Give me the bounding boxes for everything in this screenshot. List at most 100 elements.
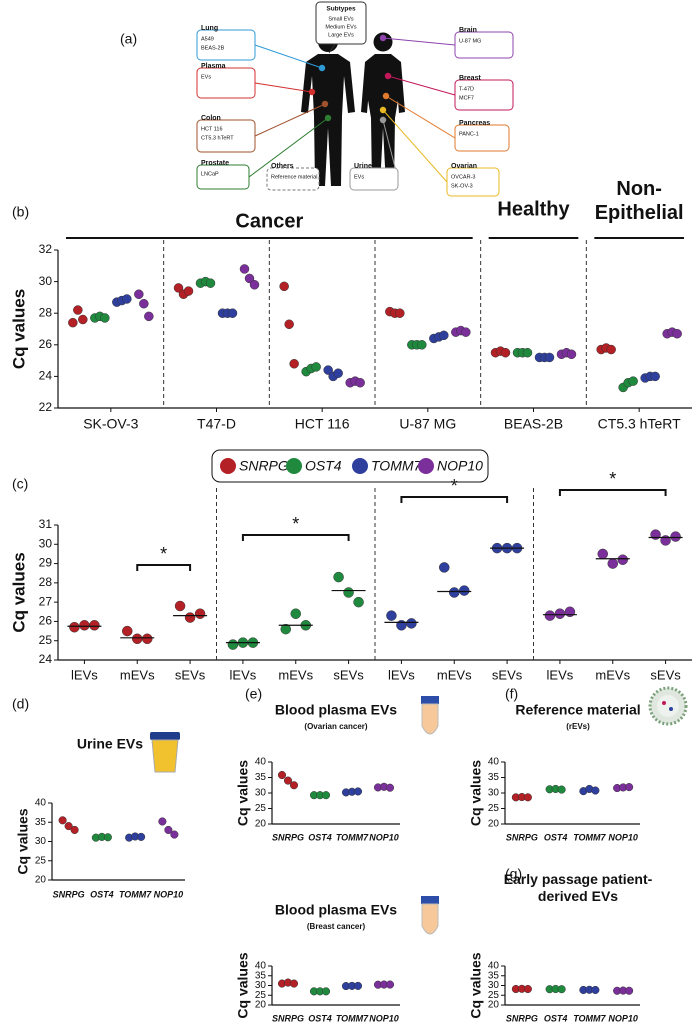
data-point <box>100 313 110 323</box>
data-point <box>137 832 146 841</box>
site-box <box>349 167 399 191</box>
chart-title: Blood plasma EVs <box>275 902 397 918</box>
significance-label: * <box>292 514 299 534</box>
x-tick-label: TOMM7 <box>336 832 369 842</box>
significance-label: * <box>160 544 167 564</box>
x-tick-label: TOMM7 <box>573 832 606 842</box>
data-point <box>174 600 186 612</box>
y-tick-label: 32 <box>39 242 53 256</box>
significance-bracket <box>241 534 350 541</box>
organ-dot <box>324 114 332 122</box>
data-point <box>566 349 577 360</box>
data-point <box>58 816 67 825</box>
data-point <box>311 362 321 372</box>
y-tick-label: 30 <box>488 788 500 799</box>
chart-subtitle: (rEVs) <box>566 722 590 731</box>
data-point <box>591 786 600 795</box>
x-tick-label: NOP10 <box>369 832 399 842</box>
legend-label: SNRPG <box>239 458 289 474</box>
y-tick-label: 26 <box>39 337 53 351</box>
site-item: T-47D <box>459 86 474 92</box>
y-tick-label: 25 <box>35 855 47 866</box>
data-point <box>353 981 363 990</box>
y-tick-label: 30 <box>488 980 500 991</box>
data-point <box>183 286 194 296</box>
data-point <box>78 314 88 325</box>
x-tick-label: NOP10 <box>608 1013 638 1023</box>
y-tick-label: 25 <box>39 633 53 647</box>
x-tick-label: SK-OV-3 <box>83 416 138 432</box>
group-label: Non-Epithelial <box>594 178 684 224</box>
data-point <box>284 319 294 330</box>
subtypes-box <box>315 1 367 45</box>
x-tick-label: OST4 <box>544 1013 568 1023</box>
y-tick-label: 30 <box>255 788 267 799</box>
data-point <box>353 787 363 796</box>
site-box <box>196 164 250 190</box>
data-point <box>164 825 173 835</box>
y-tick-label: 40 <box>255 961 267 972</box>
x-tick-label: OST4 <box>308 832 332 842</box>
x-tick-label: NOP10 <box>154 889 184 899</box>
connector <box>382 37 456 46</box>
data-point <box>617 554 628 565</box>
site-item: OVCAR-3 <box>451 174 475 180</box>
x-tick-label: TOMM7 <box>336 1013 369 1023</box>
data-point <box>660 535 671 546</box>
data-point <box>122 294 132 304</box>
y-axis-label: Cq values <box>235 760 251 826</box>
x-tick-label: mEVs <box>595 667 630 682</box>
subtype-item: Large EVs <box>328 32 354 38</box>
chart-title: Blood plasma EVs <box>275 702 397 718</box>
connector <box>387 75 456 96</box>
data-point <box>557 785 566 794</box>
x-tick-label: CT5.3 hTeRT <box>598 416 681 432</box>
panel-label: (c) <box>12 476 28 492</box>
site-item: U-87 MG <box>459 38 481 44</box>
x-tick-label: OST4 <box>90 889 114 899</box>
group-label: Cancer <box>235 210 303 232</box>
site-title: Urine <box>354 163 372 170</box>
legend-label: OST4 <box>305 458 342 474</box>
data-point <box>333 571 344 583</box>
data-point <box>449 587 460 598</box>
site-title: Prostate <box>201 160 229 167</box>
site-box <box>454 79 514 111</box>
legend-swatch <box>418 458 434 474</box>
y-tick-label: 29 <box>39 556 53 570</box>
site-title: Pancreas <box>459 120 490 127</box>
group-label: Healthy <box>497 198 570 220</box>
data-point <box>597 548 608 560</box>
data-point <box>343 587 354 598</box>
y-tick-label: 28 <box>39 575 53 589</box>
data-point <box>69 621 80 633</box>
y-tick-label: 30 <box>39 274 53 288</box>
y-tick-label: 35 <box>488 772 500 783</box>
y-tick-label: 25 <box>255 990 267 1001</box>
data-point <box>544 352 555 363</box>
y-tick-label: 28 <box>39 305 53 319</box>
x-tick-label: U-87 MG <box>399 416 456 432</box>
data-point <box>289 979 299 988</box>
panel-label: (e) <box>245 686 262 702</box>
y-tick-label: 40 <box>488 757 500 768</box>
y-tick-label: 20 <box>255 819 267 830</box>
significance-label: * <box>609 469 616 489</box>
data-point <box>333 368 343 378</box>
connector <box>254 82 313 93</box>
y-tick-label: 40 <box>255 757 267 768</box>
x-tick-label: sEVs <box>650 667 681 682</box>
data-point <box>289 781 299 790</box>
data-point <box>173 283 184 293</box>
data-point <box>277 770 287 780</box>
subtype-item: Small EVs <box>328 16 354 22</box>
y-tick-label: 20 <box>488 1000 500 1011</box>
data-point <box>625 986 634 995</box>
y-tick-label: 20 <box>35 875 47 886</box>
site-box <box>196 67 256 99</box>
data-point <box>144 311 154 322</box>
data-point <box>395 308 405 318</box>
chart-title: Urine EVs <box>77 736 143 752</box>
y-tick-label: 35 <box>255 970 267 981</box>
